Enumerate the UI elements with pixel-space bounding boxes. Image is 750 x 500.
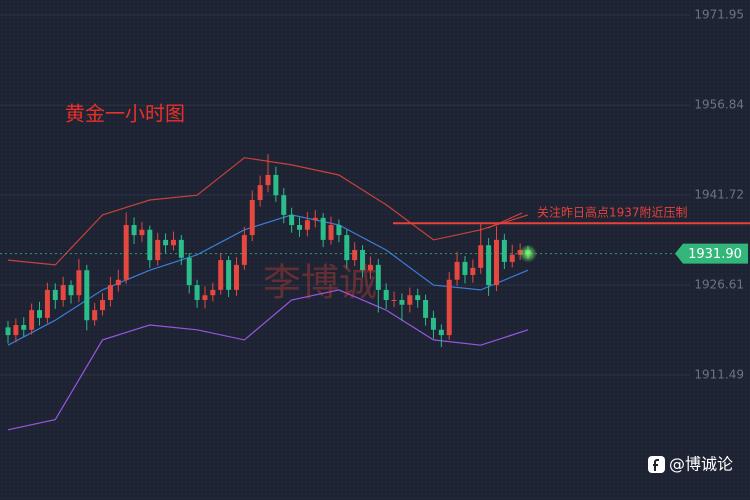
candle-body: [375, 264, 381, 290]
candle-body: [5, 327, 11, 336]
candle-body: [320, 217, 326, 240]
candle-body: [194, 285, 200, 300]
candle-body: [360, 250, 366, 271]
annotation: 关注昨日高点1937附近压制: [537, 205, 688, 220]
candle-body: [92, 310, 98, 321]
candle-body: [328, 225, 334, 240]
band-line: [7, 214, 529, 346]
candle-body: [123, 225, 129, 280]
candle-body: [304, 220, 310, 230]
watermark: 李博诚: [263, 261, 377, 305]
candle-body: [76, 270, 82, 296]
candle-body: [312, 217, 318, 221]
candle-body: [265, 175, 271, 186]
candle-body: [131, 225, 137, 236]
candle-body: [454, 261, 460, 280]
annotation-pointer: [487, 212, 523, 229]
candle-body: [60, 285, 66, 300]
footer-icon-glyph: [653, 459, 659, 471]
candle-body: [297, 225, 303, 230]
candle-body: [218, 260, 224, 290]
candle-body: [163, 239, 169, 246]
candle-body: [13, 325, 19, 336]
last-price-tag: [675, 243, 748, 264]
y-tick-label: 1911.49: [694, 368, 744, 382]
candle-body: [391, 300, 397, 301]
candle-body: [84, 270, 90, 321]
candle-body: [210, 289, 216, 296]
chart-title: 黄金一小时图: [65, 102, 185, 126]
candle-body: [226, 260, 232, 290]
candle-body: [486, 245, 492, 286]
candle-body: [115, 279, 121, 286]
candle-body: [44, 289, 50, 318]
candle-body: [202, 295, 208, 300]
candle-body: [100, 300, 106, 311]
y-tick-label: 1956.84: [694, 98, 744, 112]
candle-body: [155, 239, 161, 261]
footer: @博诚论: [669, 455, 733, 474]
candle-body: [470, 267, 476, 275]
y-tick-label: 1971.95: [694, 8, 744, 22]
candle-body: [281, 195, 287, 215]
last-price-glow: [519, 244, 537, 263]
candle-body: [383, 289, 389, 300]
candle-body: [147, 229, 153, 261]
candle-body: [336, 225, 342, 236]
candle-body: [249, 200, 255, 236]
candle-body: [186, 257, 192, 286]
candle-body: [139, 229, 145, 236]
candle-body: [509, 254, 515, 262]
last-price-label: 1931.90: [688, 247, 742, 262]
candle-body: [399, 300, 405, 305]
candle-body: [257, 185, 263, 200]
candle-body: [430, 317, 436, 330]
candle-body: [178, 239, 184, 258]
candle-body: [493, 239, 499, 286]
candle-body: [273, 175, 279, 196]
candle-body: [423, 300, 429, 318]
candle-body: [52, 289, 58, 300]
candle-body: [462, 261, 468, 275]
y-tick-label: 1941.72: [694, 188, 744, 202]
candle-body: [107, 285, 113, 300]
candle-body: [352, 250, 358, 261]
candle-body: [407, 295, 413, 305]
candle-body: [21, 325, 27, 330]
candle-body: [68, 285, 74, 296]
candle-body: [438, 329, 444, 336]
candle-body: [344, 235, 350, 261]
candle-body: [29, 310, 35, 330]
plot: 1911.49 1926.61 1941.72 1956.84 1971.95 1931.…: [0, 8, 750, 431]
candle-body: [289, 214, 295, 225]
candle-body: [478, 245, 484, 268]
candle-body: [367, 264, 373, 271]
candle-body: [241, 235, 247, 265]
candle-body: [501, 239, 507, 262]
y-tick-label: 1926.61: [694, 278, 744, 292]
candle-body: [233, 264, 239, 290]
candle-body: [415, 295, 421, 300]
candle-body: [170, 239, 176, 246]
candle-body: [37, 310, 43, 318]
candle-body: [446, 279, 452, 336]
